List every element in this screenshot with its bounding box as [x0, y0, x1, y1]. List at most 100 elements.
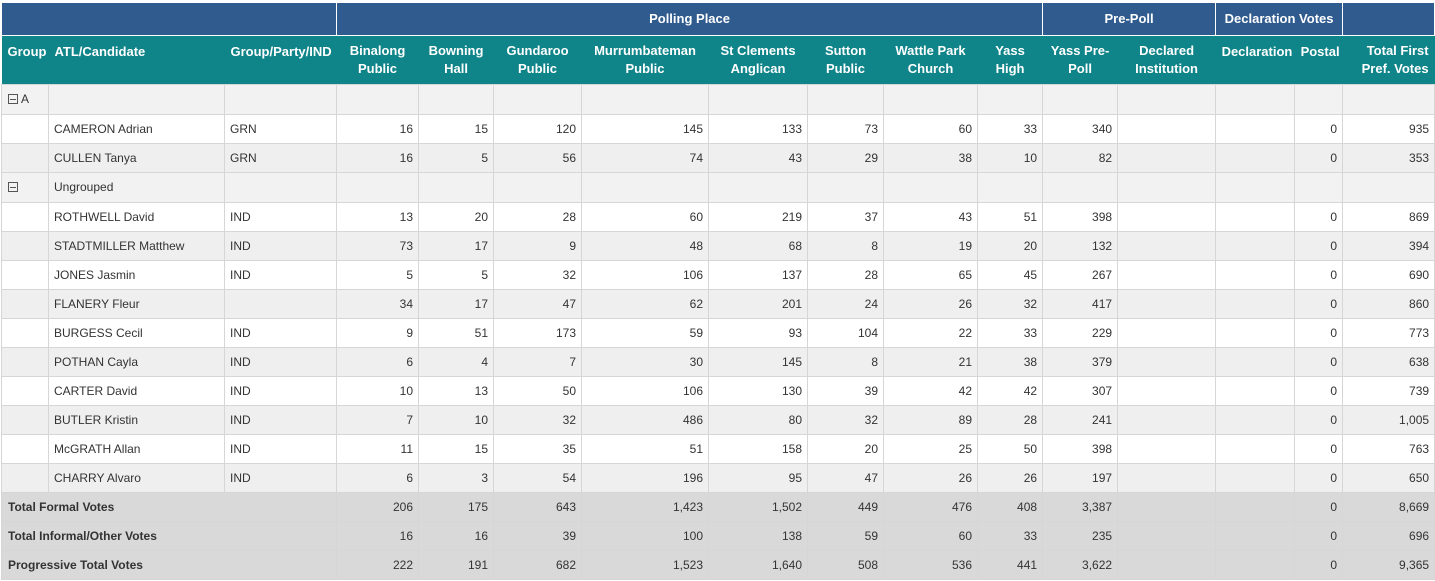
vote-count-cell: 16	[336, 142, 420, 173]
total-value-cell: 8,669	[1342, 491, 1435, 522]
column-header-binalong[interactable]: Binalong Public	[336, 35, 419, 84]
group-empty-cell	[418, 83, 495, 115]
vote-count-cell: 106	[581, 259, 710, 290]
column-header-group[interactable]: Group	[1, 35, 49, 84]
candidate-row: BUTLER Kristin IND 7 10 32 486 80 32 89 28 241 0 1,0…	[1, 404, 1435, 435]
column-header-wattle[interactable]: Wattle Park Church	[883, 35, 978, 84]
total-row: Total Formal Votes 206 175 643 1,423 1,502 449…	[0, 491, 1435, 522]
group-empty-cell	[708, 83, 809, 115]
column-header-yass-prepoll[interactable]: Yass Pre-Poll	[1042, 35, 1118, 84]
vote-count-cell: 173	[493, 317, 583, 348]
total-value-cell: 643	[493, 491, 583, 522]
column-header-declaration[interactable]: Declaration	[1215, 35, 1295, 84]
candidate-party: IND	[223, 404, 338, 435]
column-header-yass[interactable]: Yass High	[977, 35, 1043, 84]
vote-count-cell: 34	[336, 288, 420, 319]
vote-count-cell: 7	[336, 404, 420, 435]
vote-count-cell	[1117, 462, 1217, 493]
vote-count-cell: 47	[807, 462, 885, 493]
vote-count-cell: 74	[581, 142, 710, 173]
vote-count-cell: 3	[418, 462, 495, 493]
total-value-cell: 0	[1294, 491, 1344, 522]
vote-count-cell: 120	[493, 113, 583, 144]
candidate-name: ROTHWELL David	[48, 201, 225, 232]
group-empty-cell	[336, 83, 420, 115]
vote-count-cell: 95	[708, 462, 809, 493]
total-value-cell: 441	[977, 549, 1044, 580]
vote-count-cell: 17	[418, 288, 495, 319]
vote-count-cell	[1117, 317, 1217, 348]
group-cell	[1, 113, 49, 144]
vote-count-cell: 33	[977, 113, 1044, 144]
vote-count-cell: 38	[883, 142, 979, 173]
total-value-cell: 1,502	[708, 491, 809, 522]
header-group-pre-poll: Pre-Poll	[1042, 3, 1217, 36]
vote-count-cell: 0	[1294, 230, 1344, 261]
vote-count-cell: 26	[977, 462, 1044, 493]
total-value-cell: 16	[418, 520, 495, 551]
vote-count-cell: 0	[1294, 201, 1344, 232]
group-empty-cell	[493, 171, 583, 203]
vote-count-cell	[1117, 375, 1217, 406]
vote-count-cell: 5	[336, 259, 420, 290]
total-value-cell: 9,365	[1342, 549, 1435, 580]
candidate-row: CHARRY Alvaro IND 6 3 54 196 95 47 26 26 197 0 650	[1, 462, 1435, 493]
candidate-party: IND	[223, 346, 338, 377]
vote-count-cell: 229	[1042, 317, 1119, 348]
group-toggle-cell[interactable]: A	[1, 83, 49, 115]
column-header-declared-institution[interactable]: Declared Institution	[1117, 35, 1216, 84]
vote-count-cell: 6	[336, 462, 420, 493]
total-value-cell	[1117, 520, 1217, 551]
vote-count-cell: 196	[581, 462, 710, 493]
total-value-cell: 536	[883, 549, 979, 580]
vote-count-cell: 21	[883, 346, 979, 377]
vote-count-cell: 137	[708, 259, 809, 290]
group-empty-cell	[1117, 83, 1217, 115]
vote-count-cell	[1215, 259, 1296, 290]
column-header-party[interactable]: Group/Party/IND	[224, 35, 337, 84]
column-header-stclements[interactable]: St Clements Anglican	[708, 35, 808, 84]
vote-count-cell: 1,005	[1342, 404, 1435, 435]
vote-count-cell: 30	[581, 346, 710, 377]
column-header-murrumbateman[interactable]: Murrumbateman Public	[581, 35, 709, 84]
collapse-toggle-icon[interactable]	[8, 182, 18, 192]
candidate-party: IND	[223, 317, 338, 348]
candidate-party: IND	[223, 462, 338, 493]
group-empty-cell	[493, 83, 583, 115]
column-header-gundaroo[interactable]: Gundaroo Public	[493, 35, 582, 84]
vote-count-cell: 20	[977, 230, 1044, 261]
column-header-total[interactable]: Total First Pref. Votes	[1342, 35, 1435, 84]
group-empty-cell	[1042, 171, 1119, 203]
group-cell	[1, 317, 49, 348]
column-header-bowning[interactable]: Bowning Hall	[418, 35, 494, 84]
column-header-candidate[interactable]: ATL/Candidate	[48, 35, 225, 84]
collapse-toggle-icon[interactable]	[8, 94, 18, 104]
vote-count-cell: 16	[336, 113, 420, 144]
total-row: Progressive Total Votes 222 191 682 1,523 1,6…	[0, 549, 1435, 580]
vote-count-cell: 133	[708, 113, 809, 144]
group-cell	[1, 433, 49, 464]
vote-count-cell: 340	[1042, 113, 1119, 144]
vote-count-cell: 5	[418, 142, 495, 173]
vote-count-cell: 47	[493, 288, 583, 319]
vote-count-cell: 773	[1342, 317, 1435, 348]
candidate-row: McGRATH Allan IND 11 15 35 51 158 20 25 50 398 0 763	[1, 433, 1435, 464]
group-empty-cell	[581, 83, 710, 115]
vote-count-cell: 197	[1042, 462, 1119, 493]
vote-count-cell: 398	[1042, 433, 1119, 464]
candidate-row: POTHAN Cayla IND 6 4 7 30 145 8 21 38 379 0 638	[1, 346, 1435, 377]
vote-count-cell: 73	[807, 113, 885, 144]
column-header-sutton[interactable]: Sutton Public	[807, 35, 884, 84]
vote-count-cell: 0	[1294, 346, 1344, 377]
vote-count-cell: 935	[1342, 113, 1435, 144]
results-table: Polling Place Pre-Poll Declaration Votes…	[0, 3, 1435, 580]
vote-count-cell: 7	[493, 346, 583, 377]
candidate-name: CULLEN Tanya	[48, 142, 225, 173]
group-toggle-cell[interactable]	[1, 171, 49, 203]
vote-count-cell	[1215, 142, 1296, 173]
column-header-postal[interactable]: Postal	[1294, 35, 1343, 84]
vote-count-cell: 9	[493, 230, 583, 261]
candidate-row: FLANERY Fleur 34 17 47 62 201 24 26 32 417 0 860	[1, 288, 1435, 319]
total-value-cell: 33	[977, 520, 1044, 551]
vote-count-cell: 29	[807, 142, 885, 173]
